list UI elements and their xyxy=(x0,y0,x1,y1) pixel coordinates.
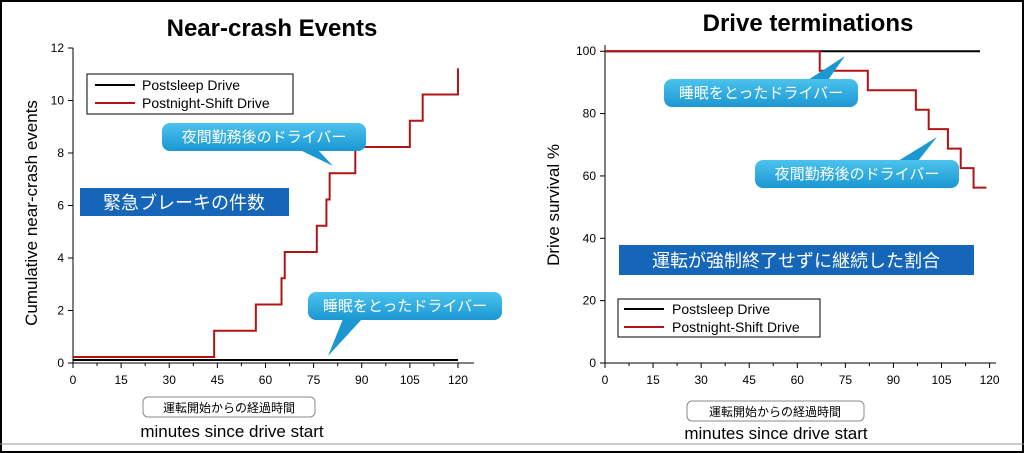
chart-title: Drive terminations xyxy=(703,10,914,37)
legend-item-postnight: Postnight-Shift Drive xyxy=(672,319,800,335)
y-tick-label: 8 xyxy=(57,146,64,160)
drive-terminations-chart: Drive terminations Drive survival % 運転開始… xyxy=(544,10,1000,443)
x-tick-label: 60 xyxy=(791,373,805,387)
x-tick-label: 45 xyxy=(743,373,757,387)
callout-postsleep-text: 睡眠をとったドライバー xyxy=(323,297,487,315)
legend: Postsleep Drive Postnight-Shift Drive xyxy=(86,73,294,115)
y-tick-label: 0 xyxy=(57,356,64,370)
x-axis-label: minutes since drive start xyxy=(140,422,324,441)
legend-item-postsleep: Postsleep Drive xyxy=(672,301,770,317)
x-tick-label: 120 xyxy=(448,373,468,387)
y-tick-label: 100 xyxy=(576,44,596,58)
x-tick-label: 30 xyxy=(163,373,177,387)
x-tick-label: 90 xyxy=(887,373,901,387)
y-tick-label: 20 xyxy=(583,294,597,308)
x-axis-label: minutes since drive start xyxy=(684,424,868,443)
annotation-band xyxy=(619,245,974,275)
callout-night-shift xyxy=(162,123,366,151)
callout-pointer xyxy=(808,56,845,80)
x-tick-label: 75 xyxy=(839,373,853,387)
y-tick-label: 4 xyxy=(57,251,64,265)
legend: Postsleep Drive Postnight-Shift Drive xyxy=(617,298,821,338)
callout-pointer xyxy=(328,319,362,356)
series-postnight-shift xyxy=(73,68,459,358)
y-tick-label: 10 xyxy=(51,94,65,108)
annotation-band-text: 緊急ブレーキの件数 xyxy=(103,192,265,214)
x-tick-label: 30 xyxy=(694,373,708,387)
annotation-band xyxy=(80,188,289,216)
chart-title: Near-crash Events xyxy=(167,15,378,42)
x-tick-label: 105 xyxy=(932,373,952,387)
y-tick-label: 0 xyxy=(589,356,596,370)
x-tick-label: 15 xyxy=(646,373,660,387)
callout-postsleep-text: 睡眠をとったドライバー xyxy=(679,84,843,102)
x-tick-label: 0 xyxy=(70,373,77,387)
x-tick-label: 120 xyxy=(980,373,1000,387)
x-label-jp-box xyxy=(142,396,316,418)
x-axis-label-jp: 運転開始からの経過時間 xyxy=(163,401,295,415)
legend-item-postsleep: Postsleep Drive xyxy=(142,77,240,93)
x-tick-label: 75 xyxy=(307,373,321,387)
callout-night-shift-text: 夜間勤務後のドライバー xyxy=(775,165,940,183)
y-tick-label: 6 xyxy=(57,199,64,213)
x-tick-label: 45 xyxy=(211,373,225,387)
x-label-jp-box xyxy=(686,400,865,422)
x-axis-label-jp: 運転開始からの経過時間 xyxy=(709,405,841,419)
callout-pointer xyxy=(898,137,937,161)
y-tick-label: 12 xyxy=(51,41,65,55)
y-tick-label: 80 xyxy=(583,107,597,121)
x-tick-label: 60 xyxy=(259,373,273,387)
callout-night-shift xyxy=(755,160,959,188)
y-tick-label: 60 xyxy=(583,169,597,183)
near-crash-chart: Near-crash Events Cumulative near-crash … xyxy=(22,15,502,441)
x-tick-label: 0 xyxy=(602,373,609,387)
legend-item-postnight: Postnight-Shift Drive xyxy=(142,95,270,111)
y-axis-label: Cumulative near-crash events xyxy=(22,100,41,326)
y-tick-label: 40 xyxy=(583,231,597,245)
x-tick-label: 15 xyxy=(114,373,128,387)
y-tick-label: 2 xyxy=(57,304,64,318)
callout-postsleep xyxy=(308,292,502,320)
annotation-band-text: 運転が強制終了せずに継続した割合 xyxy=(652,251,940,272)
series-postnight-shift xyxy=(605,50,987,189)
x-tick-label: 105 xyxy=(400,373,420,387)
callout-night-shift-text: 夜間勤務後のドライバー xyxy=(182,128,347,146)
callout-postsleep xyxy=(664,79,858,107)
x-tick-label: 90 xyxy=(355,373,369,387)
callout-pointer xyxy=(300,150,333,166)
y-axis-label: Drive survival % xyxy=(544,144,563,266)
